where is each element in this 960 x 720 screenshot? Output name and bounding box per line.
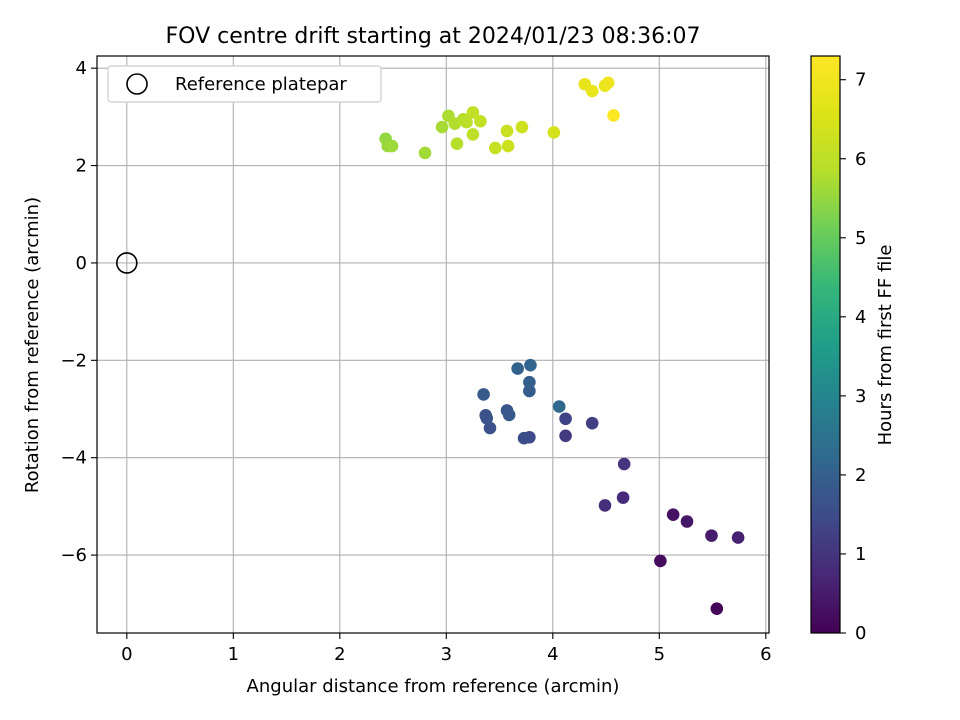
y-tick-label: −2 [60,350,87,371]
scatter-point [474,114,487,128]
scatter-point [489,141,502,155]
scatter-point [502,408,516,422]
scatter-point [515,120,529,134]
y-axis-label: Rotation from reference (arcmin) [22,197,43,493]
y-tick-label: −4 [60,448,87,469]
colorbar-gradient [811,56,840,633]
scatter-point [477,388,490,401]
scatter-point [731,531,745,544]
colorbar-tick-label: 3 [855,386,866,407]
scatter-point [654,554,667,568]
scatter-point [500,124,514,138]
scatter-point [501,139,515,153]
y-tick-label: −6 [60,545,87,566]
colorbar-tick-label: 4 [855,307,866,328]
scatter-point [385,139,399,153]
chart-title: FOV centre drift starting at 2024/01/23 … [166,24,701,49]
grid [97,56,769,633]
scatter-point [617,457,631,471]
scatter-point [523,384,536,398]
scatter-point [585,416,599,430]
scatter-point [598,499,612,512]
x-axis-label: Angular distance from reference (arcmin) [247,676,620,697]
x-tick-label: 6 [760,644,771,665]
scatter-point [666,508,680,521]
scatter-point [552,400,566,413]
legend-label: Reference platepar [175,74,347,95]
scatter-point [559,429,572,443]
scatter-point [450,137,464,150]
x-tick-label: 1 [228,644,239,665]
scatter-point [607,109,620,122]
scatter-point [547,126,561,139]
legend: Reference platepar [107,65,382,103]
reference-marker [116,252,138,274]
scatter-point [710,602,724,615]
scatter-point [523,375,536,389]
scatter-point [435,120,449,134]
scatter-point [480,411,494,425]
colorbar-label: Hours from first FF file [875,245,896,446]
data-points [379,76,745,615]
x-tick-label: 4 [547,644,558,665]
scatter-point [705,529,718,542]
x-tick-label: 0 [121,644,132,665]
scatter-point [466,106,480,119]
y-tick-label: 0 [76,253,87,274]
y-ticks: −6 −4 −2 0 2 4 [60,58,97,566]
scatter-point [418,146,432,160]
scatter-point [559,412,572,426]
scatter-point [585,84,599,98]
y-tick-label: 4 [76,58,87,79]
colorbar-tick-label: 1 [855,544,866,565]
colorbar-tick-label: 6 [855,149,866,170]
scatter-point [601,76,615,90]
legend-marker [126,73,148,95]
legend-box [107,65,382,103]
scatter-point [517,431,531,445]
x-tick-label: 2 [334,644,345,665]
plot-frame [96,55,770,634]
colorbar-tick-label: 5 [855,228,866,249]
x-tick-label: 5 [654,644,665,665]
colorbar-tick-label: 2 [855,465,866,486]
colorbar-tick-label: 7 [855,70,866,91]
colorbar: 0 1 2 3 4 5 6 7 Hours from first FF file [810,55,896,644]
scatter-point [511,362,524,375]
scatter-point [616,491,630,504]
scatter-point [680,515,694,528]
colorbar-frame [810,55,841,634]
scatter-point [483,421,497,435]
x-tick-label: 3 [441,644,452,665]
x-ticks: 0 1 2 3 4 5 6 [121,633,772,665]
y-tick-label: 2 [76,156,87,177]
scatter-point [524,358,537,372]
colorbar-ticks: 0 1 2 3 4 5 6 7 [840,70,866,644]
scatter-point [460,115,473,129]
scatter-point [466,128,480,141]
colorbar-tick-label: 0 [855,623,866,644]
